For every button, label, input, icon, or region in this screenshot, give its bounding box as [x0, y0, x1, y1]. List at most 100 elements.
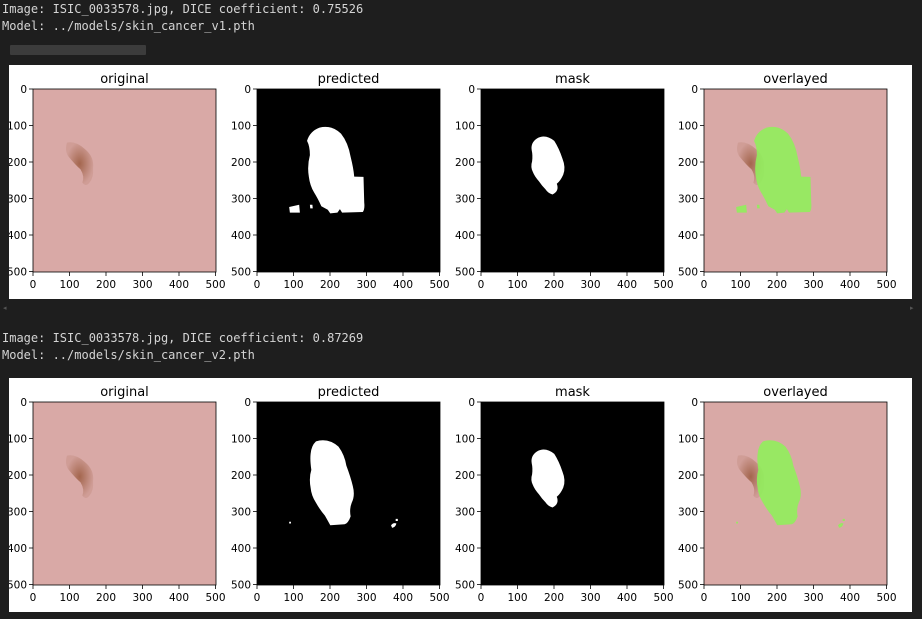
- x-tick-label: 0: [254, 592, 261, 604]
- x-tick-label: 0: [478, 279, 485, 291]
- y-tick-label: 100: [678, 434, 698, 446]
- x-tick-label: 500: [653, 279, 673, 291]
- mask-background: [481, 402, 664, 585]
- y-tick-label: 200: [231, 157, 251, 169]
- panel-title: original: [100, 72, 149, 87]
- panel-frame: [703, 401, 888, 586]
- x-tick-label: 100: [59, 279, 79, 291]
- y-tick-label: 200: [455, 157, 475, 169]
- output-header-2: Image: ISIC_0033578.jpg, DICE coefficien…: [2, 330, 363, 364]
- output-line-model-2: Model: ../models/skin_cancer_v2.pth: [2, 348, 255, 362]
- y-tick-label: 300: [231, 194, 251, 206]
- x-tick-label: 400: [169, 279, 189, 291]
- x-tick-label: 300: [803, 279, 823, 291]
- x-tick-label: 200: [544, 279, 564, 291]
- y-tick-label: 0: [244, 84, 251, 96]
- x-tick-label: 300: [132, 592, 152, 604]
- y-tick-label: 100: [455, 434, 475, 446]
- y-tick-label: 500: [678, 267, 698, 279]
- x-tick-label: 500: [876, 279, 896, 291]
- x-tick-label: 200: [320, 592, 340, 604]
- y-tick-label: 300: [9, 507, 27, 519]
- skin-image: [33, 402, 216, 585]
- x-tick-label: 100: [507, 279, 527, 291]
- figure-1: original 0 0 100 100 200 200 300 300 400 400 500 500…: [9, 65, 912, 299]
- x-tick-label: 400: [840, 279, 860, 291]
- x-tick-label: 100: [730, 279, 750, 291]
- overlay-region: [736, 126, 812, 214]
- x-tick-label: 400: [840, 592, 860, 604]
- x-tick-label: 200: [544, 592, 564, 604]
- y-tick-label: 500: [678, 580, 698, 592]
- panel-frame: [32, 88, 217, 273]
- panel-frame: [480, 401, 665, 586]
- y-tick-label: 300: [455, 194, 475, 206]
- y-tick-label: 500: [9, 580, 27, 592]
- lesion-region: [737, 455, 765, 498]
- y-tick-label: 500: [455, 580, 475, 592]
- y-tick-label: 400: [231, 543, 251, 555]
- panel-title: predicted: [318, 72, 380, 87]
- x-tick-label: 0: [478, 592, 485, 604]
- panel-overlayed-image: [704, 89, 887, 272]
- predicted-region: [289, 440, 398, 528]
- y-tick-label: 500: [231, 580, 251, 592]
- x-tick-label: 300: [356, 279, 376, 291]
- y-tick-label: 300: [678, 194, 698, 206]
- panel-overlayed-image: [704, 402, 887, 585]
- scroll-left-arrow-icon[interactable]: ◂: [3, 304, 7, 312]
- x-tick-label: 0: [30, 592, 37, 604]
- x-tick-label: 0: [701, 279, 708, 291]
- x-tick-label: 200: [767, 279, 787, 291]
- panel-frame: [32, 401, 217, 586]
- panel-original-image: [33, 89, 216, 272]
- x-tick-label: 100: [507, 592, 527, 604]
- panel-predicted-image: [257, 89, 440, 272]
- y-tick-label: 0: [691, 397, 698, 409]
- figure-svg-2: original 0 0 100 100 200 200 300 300 400 400 500 500…: [9, 385, 897, 604]
- y-tick-label: 0: [244, 397, 251, 409]
- panel-frame: [703, 88, 888, 273]
- skin-image: [33, 89, 216, 272]
- scroll-right-arrow-icon[interactable]: ▸: [910, 304, 914, 312]
- x-tick-label: 400: [393, 592, 413, 604]
- x-tick-label: 300: [580, 592, 600, 604]
- y-tick-label: 400: [678, 230, 698, 242]
- mask-background: [481, 89, 664, 272]
- x-tick-label: 300: [803, 592, 823, 604]
- x-tick-label: 200: [320, 279, 340, 291]
- y-tick-label: 200: [9, 157, 27, 169]
- x-tick-label: 100: [59, 592, 79, 604]
- horizontal-scrollbar[interactable]: [10, 45, 146, 55]
- panel-mask-image: [481, 89, 664, 272]
- y-tick-label: 100: [9, 434, 27, 446]
- x-tick-label: 200: [96, 279, 116, 291]
- y-tick-label: 200: [678, 470, 698, 482]
- x-tick-label: 500: [653, 592, 673, 604]
- x-tick-label: 400: [169, 592, 189, 604]
- x-tick-label: 100: [283, 592, 303, 604]
- panel-frame: [480, 88, 665, 273]
- panel-original-image: [33, 402, 216, 585]
- panel-title: mask: [555, 385, 590, 400]
- y-tick-label: 0: [468, 397, 475, 409]
- x-tick-label: 400: [393, 279, 413, 291]
- y-tick-label: 400: [231, 230, 251, 242]
- y-tick-label: 100: [9, 121, 27, 133]
- panel-title: predicted: [318, 385, 380, 400]
- y-tick-label: 500: [455, 267, 475, 279]
- panel-mask-image: [481, 402, 664, 585]
- y-tick-label: 400: [455, 230, 475, 242]
- output-line-image-1: Image: ISIC_0033578.jpg, DICE coefficien…: [2, 2, 364, 16]
- y-tick-label: 200: [231, 470, 251, 482]
- x-tick-label: 500: [205, 592, 225, 604]
- predicted-region: [289, 126, 365, 214]
- x-tick-label: 0: [701, 592, 708, 604]
- x-tick-label: 200: [767, 592, 787, 604]
- x-tick-label: 500: [876, 592, 896, 604]
- x-tick-label: 400: [617, 279, 637, 291]
- y-tick-label: 200: [678, 157, 698, 169]
- x-tick-label: 100: [283, 279, 303, 291]
- y-tick-label: 100: [455, 121, 475, 133]
- x-tick-label: 300: [580, 279, 600, 291]
